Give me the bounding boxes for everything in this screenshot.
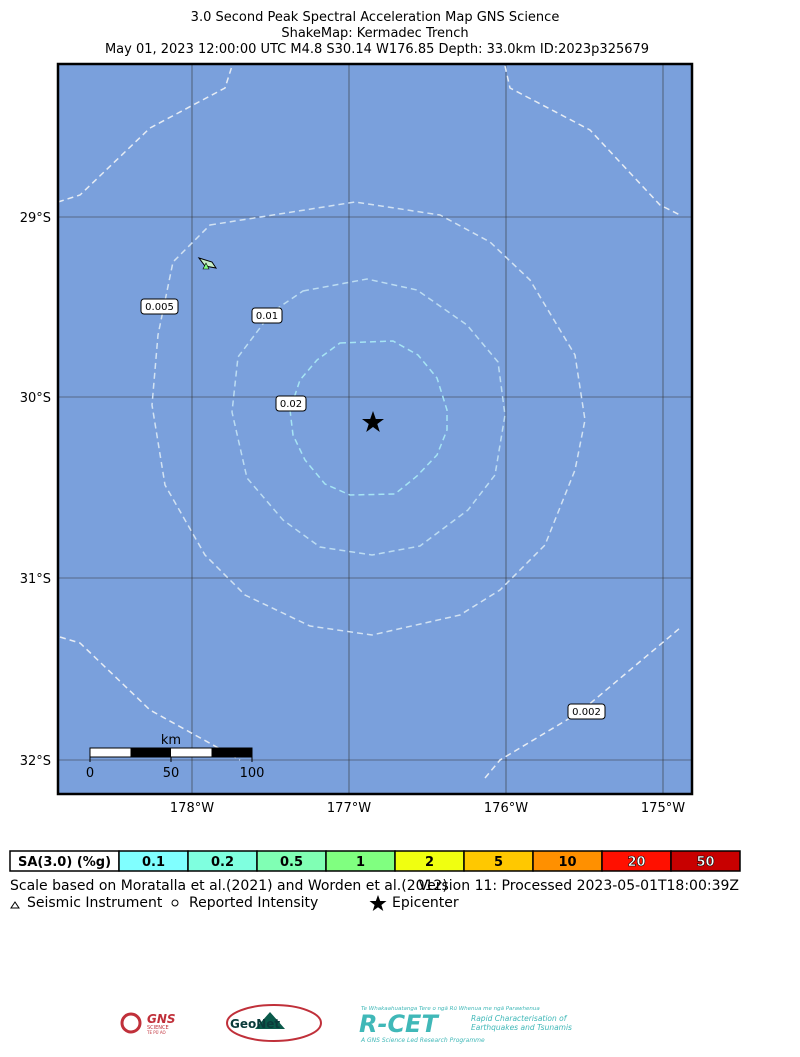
station [202,262,210,270]
legend-bin-label: 20 [627,855,645,870]
rcet-logo: Te Whakaahuatanga Tere o ngā Rū Whenua m… [359,1006,572,1044]
contour-labels: 0.005 0.01 0.02 0.002 [140,298,606,720]
geonet-ring [226,1004,322,1042]
contour [504,65,681,216]
instrument-symbol [10,901,20,909]
scale-label: 100 [240,766,265,781]
label-box [140,298,179,315]
epicenter-symbol [369,895,387,911]
scale-unit: km [161,733,181,748]
scale-segment [130,748,171,757]
lon-label: 175°W [641,801,685,816]
label-box [567,703,606,720]
contour [59,636,241,761]
contour-label: 0.005 [145,302,174,313]
lon-label: 178°W [170,801,214,816]
contours [57,65,681,779]
gns-text: TE PŪ AO [146,1030,166,1035]
rcet-text: Rapid Characterisation of [471,1014,568,1023]
legend-title: SA(3.0) (%g) [18,855,111,870]
contour-label: 0.01 [256,311,278,322]
scale-bar: km 0 50 100 [86,733,265,781]
legend-bin-label: 0.5 [280,855,303,870]
scale-note: Scale based on Moratalla et al.(2021) an… [10,878,448,894]
geonet-mountain [255,1012,285,1029]
ocean [58,64,692,794]
lon-label: 176°W [484,801,528,816]
scale-label: 0 [86,766,94,781]
contour [57,65,233,203]
legend-bin-label: 5 [494,855,503,870]
legend: SA(3.0) (%g) 0.1 0.2 0.5 1 2 5 10 20 50 [9,850,741,872]
lat-label: 30°S [20,391,51,406]
contour-label: 0.002 [572,707,601,718]
legend-bin [670,850,741,872]
rcet-text: Earthquakes and Tsunamis [471,1023,572,1032]
legend-bin-label: 1 [356,855,365,870]
symbol-label: Seismic Instrument [27,895,163,911]
version: Version 11: Processed 2023-05-01T18:00:3… [419,878,739,894]
symbol-label: Epicenter [392,895,459,911]
intensity-symbol [171,899,179,907]
symbol-label: Reported Intensity [189,895,318,911]
gns-text: SCIENCE [147,1025,169,1031]
scale-segment [211,748,252,757]
graticule [58,64,692,794]
gns-mark [120,1012,142,1034]
lon-label: 177°W [327,801,371,816]
geonet-logo: GeoNet [226,1004,322,1042]
geonet-text: GeoNet [230,1017,280,1031]
gns-text: GNS [147,1012,176,1026]
map-frame [56,62,694,796]
lat-label: 32°S [20,754,51,769]
contour [231,278,506,556]
legend-bin-label: 0.1 [142,855,165,870]
label-box [251,307,283,324]
island [197,257,218,269]
lat-label: 29°S [20,211,51,226]
title: ShakeMap: Kermadec Trench [281,26,468,41]
legend-bin-label: 10 [558,855,576,870]
lat-label: 31°S [20,572,51,587]
epicenter [362,411,384,432]
contour [151,201,586,636]
legend-bin-label: 0.2 [211,855,234,870]
legend-bin-label: 50 [696,855,714,870]
rcet-text: A GNS Science Led Research Programme [360,1037,485,1044]
rcet-text: Te Whakaahuatanga Tere o ngā Rū Whenua m… [361,1006,540,1012]
title: 3.0 Second Peak Spectral Acceleration Ma… [191,10,560,25]
scale-label: 50 [163,766,180,781]
contour [289,340,448,496]
title: May 01, 2023 12:00:00 UTC M4.8 S30.14 W1… [105,42,649,57]
contour-label: 0.02 [280,399,302,410]
label-box [275,395,307,412]
legend-bin-label: 2 [425,855,434,870]
gns-logo: GNS SCIENCE TE PŪ AO [120,1012,176,1035]
rcet-title: R-CET [359,1010,439,1038]
contour [484,627,681,779]
